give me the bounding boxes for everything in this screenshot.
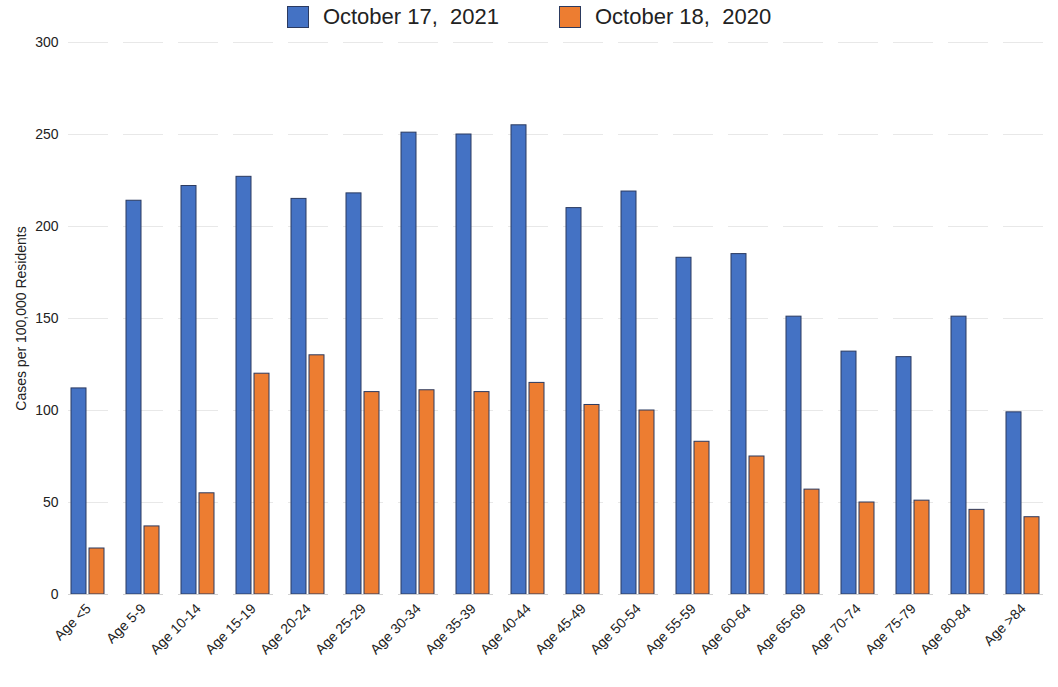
html-text:October 17, 2021: October 17, 2021 — [322, 4, 499, 29]
svg-text:Age >84: Age >84 — [980, 600, 1029, 649]
svg-text:Age 5-9: Age 5-9 — [103, 600, 149, 646]
svg-text:Age 75-79: Age 75-79 — [862, 600, 919, 657]
svg-text:Age 80-84: Age 80-84 — [917, 600, 974, 657]
svg-text:250: 250 — [35, 126, 59, 142]
svg-text:200: 200 — [35, 218, 59, 234]
svg-text:100: 100 — [35, 402, 59, 418]
svg-text:Age 45-49: Age 45-49 — [532, 600, 589, 657]
svg-text:Age 40-44: Age 40-44 — [477, 600, 534, 657]
svg-text:Age 60-64: Age 60-64 — [697, 600, 754, 657]
svg-text:Age <5: Age <5 — [51, 600, 94, 643]
html-text:October 18, 2020: October 18, 2020 — [595, 4, 772, 29]
svg-text:150: 150 — [35, 310, 59, 326]
svg-text:Age 25-29: Age 25-29 — [312, 600, 369, 657]
svg-text:Age 10-14: Age 10-14 — [147, 600, 204, 657]
svg-text:Age 65-69: Age 65-69 — [752, 600, 809, 657]
svg-text:Age 55-59: Age 55-59 — [642, 600, 699, 657]
svg-text:Age 20-24: Age 20-24 — [257, 600, 314, 657]
svg-text:50: 50 — [43, 494, 59, 510]
svg-text:Age 70-74: Age 70-74 — [807, 600, 864, 657]
svg-text:Age 50-54: Age 50-54 — [587, 600, 644, 657]
svg-text:Age 30-34: Age 30-34 — [367, 600, 424, 657]
svg-text:Cases per 100,000 Residents: Cases per 100,000 Residents — [13, 226, 29, 410]
svg-text:300: 300 — [35, 34, 59, 50]
svg-text:Age 35-39: Age 35-39 — [422, 600, 479, 657]
svg-text:Age 15-19: Age 15-19 — [202, 600, 259, 657]
svg-text:0: 0 — [51, 586, 59, 602]
